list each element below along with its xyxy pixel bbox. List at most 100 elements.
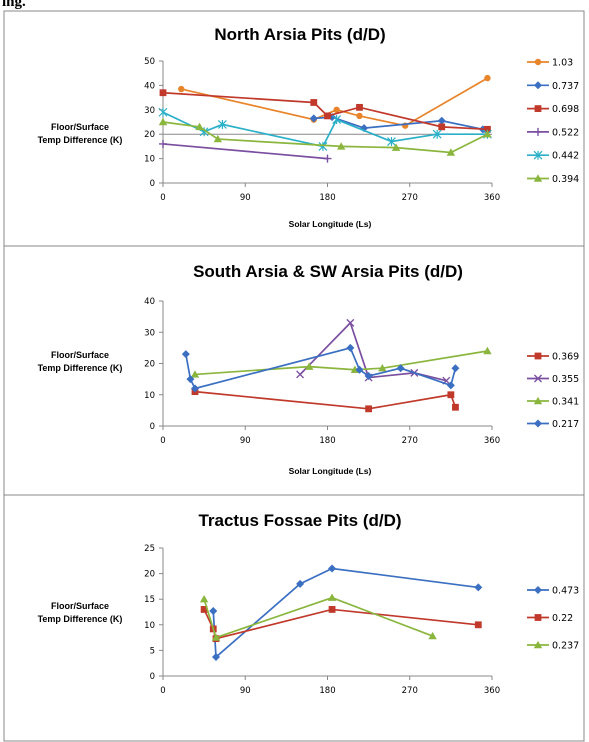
legend-label: 0.698 [552,104,579,115]
data-point [209,606,218,615]
data-point [447,391,455,399]
legend-swatch-marker [534,586,542,594]
legend-label: 0.442 [552,151,579,162]
y-tick-label: 5 [150,646,155,656]
data-point [327,593,337,601]
chart-panel-tractus-fossae: Tractus Fossae Pits (d/D) Floor/Surface … [3,494,585,742]
data-point [432,129,442,139]
legend-label: 0.22 [552,613,573,624]
data-point [158,107,168,117]
data-point [190,370,200,378]
data-point [437,116,446,125]
data-point [181,350,190,359]
data-point [212,653,221,662]
data-point [364,372,373,380]
chart-title: South Arsia & SW Arsia Pits (d/D) [193,262,463,281]
y-tick-label: 20 [144,130,155,140]
data-point [391,143,401,151]
legend-swatch-marker [534,81,542,90]
page-heading-fragment: ing. [2,0,26,10]
x-tick-label: 270 [402,193,418,203]
data-point [310,99,318,106]
legend-label: 0.394 [552,174,579,185]
data-point [337,142,346,150]
y-tick-label: 0 [150,422,155,432]
data-point [199,595,209,603]
legend-swatch-marker [533,396,543,405]
y-tick-label: 10 [144,155,155,165]
data-point [474,621,482,629]
data-point [186,375,195,384]
data-point [356,103,363,111]
data-point [483,130,492,138]
plot-area: 0 5 10 15 20 25 0 90 180 270 360 [144,544,500,696]
legend-label: 0.473 [552,586,579,597]
x-axis-label: Solar Longitude (Ls) [289,466,372,476]
legend-swatch-marker [534,374,542,383]
series-line-0.369 [194,390,457,410]
plot-area: 0 10 20 30 40 0 90 180 270 360 [144,297,500,446]
legend-swatch-marker [534,419,542,428]
legend-label: 0.341 [552,397,579,408]
y-tick-label: 50 [144,57,155,67]
y-axis-label-line-2: Temp Difference (K) [38,135,123,145]
data-point [178,85,185,93]
legend-swatch-marker [533,640,543,649]
data-point [200,606,208,613]
data-point [474,583,483,592]
y-tick-label: 10 [144,391,155,401]
chart-title: Tractus Fossae Pits (d/D) [198,511,401,530]
data-point [158,117,168,126]
x-axis-label: Solar Longitude (Ls) [289,219,372,229]
data-point [484,74,491,82]
legend-swatch-marker [534,352,542,360]
data-point [446,381,455,390]
data-point [452,403,459,411]
x-tick-label: 90 [240,686,251,696]
data-point [213,134,223,143]
data-point [328,606,336,613]
legend-label: 0.737 [552,81,579,92]
legend-label: 0.355 [552,374,579,385]
x-tick-label: 270 [402,436,418,446]
y-tick-label: 40 [144,297,155,307]
x-tick-label: 360 [484,686,500,696]
data-point [333,106,340,114]
data-point [365,405,373,413]
legend: 1.03 0.737 0.698 0.522 0.442 0.394 [527,58,579,185]
data-point [305,362,314,370]
y-tick-label: 15 [144,595,155,605]
legend: 0.369 0.355 0.341 0.217 [527,352,579,430]
data-point [428,631,437,640]
y-axis-label-line-2: Temp Difference (K) [38,363,123,373]
plot-area: 0 10 20 30 40 50 0 90 180 270 360 [144,57,500,203]
legend-label: 0.522 [552,127,579,138]
data-point [356,112,363,120]
y-tick-label: 20 [144,360,155,370]
data-point [332,115,342,125]
legend-swatch-marker [534,614,542,621]
data-point [346,318,355,327]
data-point [484,125,491,133]
x-tick-label: 0 [160,686,165,696]
y-tick-label: 10 [144,621,155,631]
data-point [296,579,305,588]
y-tick-label: 0 [150,672,155,682]
data-point [211,633,221,641]
legend-swatch-marker [534,105,542,112]
y-tick-label: 30 [144,106,155,116]
legend-swatch-marker [533,174,543,182]
x-tick-label: 0 [160,436,165,446]
data-point [159,139,167,148]
series-line-0.698 [162,91,488,131]
data-point [451,364,460,373]
y-axis-label-line-1: Floor/Surface [51,122,109,132]
x-tick-label: 180 [319,686,335,696]
y-axis-label-line-2: Temp Difference (K) [38,614,123,624]
x-tick-label: 180 [319,436,335,446]
legend: 0.473 0.22 0.237 [527,586,579,652]
series-line-1.03 [181,77,488,127]
x-tick-label: 180 [319,193,335,203]
chart-panel-frame [3,494,585,742]
